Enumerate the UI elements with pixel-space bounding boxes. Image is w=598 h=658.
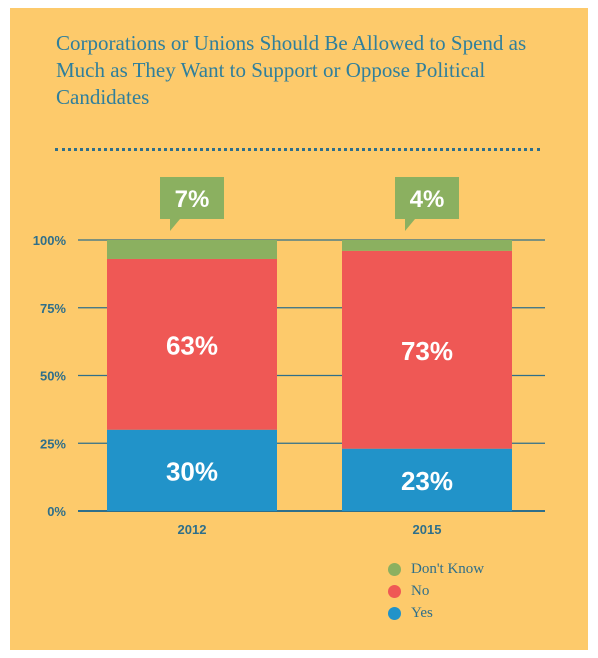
legend-item: Don't Know [388,558,484,580]
y-tick-label: 50% [40,369,66,384]
legend-swatch [388,606,401,620]
data-label: 30% [166,456,218,486]
callout-label: 4% [410,186,445,213]
callout-box [395,177,459,231]
legend-label: Yes [411,604,433,621]
data-label: 63% [166,330,218,360]
bar-segment [107,258,277,430]
callout-label: 7% [175,186,210,213]
bar-segment [107,240,277,259]
legend-item: No [388,580,484,602]
legend-swatch [388,562,401,576]
bar-segment [342,240,512,251]
legend: Don't Know No Yes [388,558,484,624]
data-label: 23% [401,466,453,496]
y-tick-label: 0% [47,504,66,519]
title-divider [55,148,540,151]
legend-swatch [388,584,401,598]
y-tick-label: 100% [33,233,67,248]
bar-segment [342,250,512,449]
legend-item: Yes [388,602,484,624]
callout-box [160,177,224,231]
bar-segment [342,448,512,511]
bars: 30% 63% 7% 23% 73% 4% [107,177,512,511]
data-label: 73% [401,336,453,366]
x-tick-label: 2015 [413,522,442,537]
x-axis-ticks: 2012 2015 [178,522,442,537]
chart-title: Corporations or Unions Should Be Allowed… [56,31,527,109]
legend-label: Don't Know [411,560,485,577]
x-tick-label: 2012 [178,522,207,537]
y-tick-label: 75% [40,301,66,316]
y-tick-label: 25% [40,436,66,451]
bar-segment [107,429,277,511]
legend-label: No [411,582,430,599]
y-axis-ticks: 0% 25% 50% 75% 100% [33,233,67,519]
